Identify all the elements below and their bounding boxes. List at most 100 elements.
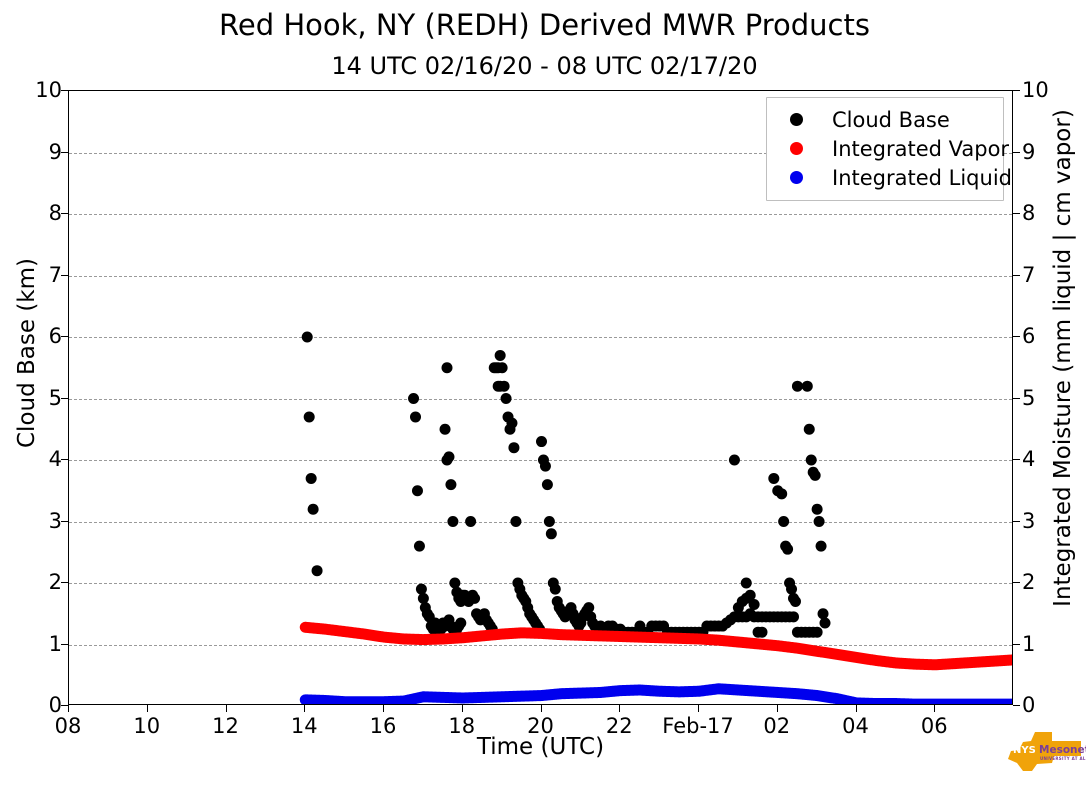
data-point — [415, 583, 427, 595]
data-point — [307, 503, 319, 515]
y-tick-label-left-0: 0 — [48, 693, 62, 717]
data-point — [411, 485, 423, 497]
gridline-y-2 — [69, 583, 1012, 584]
y-tick-label-left-5: 5 — [48, 385, 62, 410]
data-point — [543, 516, 555, 527]
data-point — [789, 595, 801, 607]
x-tick-label-20: 20 — [527, 714, 554, 738]
x-tick-label-04: 04 — [842, 714, 869, 738]
x-tick-mark-12 — [225, 705, 227, 712]
logo-nys-text: NYS — [1013, 745, 1036, 756]
x-tick-mark-16 — [383, 705, 384, 712]
y-tick-label-left-10: 10 — [35, 78, 62, 102]
y-tick-mark-right-2 — [1013, 582, 1020, 583]
y-tick-mark-right-5 — [1013, 397, 1020, 399]
x-tick-mark-04 — [855, 705, 857, 712]
data-layer — [299, 331, 1012, 704]
data-point — [809, 469, 821, 481]
x-tick-mark-10 — [146, 705, 148, 712]
series-integrated-vapor — [299, 621, 1012, 671]
gridline-y-7 — [69, 275, 1012, 277]
data-point — [536, 436, 547, 448]
y-tick-mark-right-0 — [1013, 705, 1020, 706]
y-tick-mark-left-2 — [61, 582, 68, 583]
data-point — [508, 442, 520, 454]
legend-item-cloud-base[interactable]: Cloud Base — [777, 105, 993, 134]
series-cloud-base — [301, 331, 831, 638]
gridline-y-6 — [69, 337, 1012, 338]
y-tick-mark-right-9 — [1013, 151, 1020, 153]
x-tick-mark-20 — [540, 705, 542, 712]
legend-label-integrated-liquid: Integrated Liquid — [832, 165, 1012, 190]
x-tick-mark-Feb-17 — [698, 705, 699, 712]
data-point — [815, 540, 827, 552]
y-tick-label-left-3: 3 — [48, 508, 62, 533]
data-point — [756, 626, 768, 638]
data-point — [301, 331, 313, 343]
y-tick-label-right-10: 10 — [1022, 78, 1049, 102]
y-tick-label-right-4: 4 — [1022, 447, 1036, 471]
legend-marker-integrated-liquid — [790, 171, 803, 184]
x-tick-label-02: 02 — [763, 714, 791, 738]
nys-mesonet-logo: NYS Mesonet UNIVERSITY AT ALBANY — [1006, 730, 1089, 776]
data-point — [410, 411, 421, 423]
legend-label-cloud-base: Cloud Base — [832, 107, 950, 132]
x-tick-mark-06 — [934, 705, 936, 712]
x-tick-mark-18 — [461, 705, 463, 712]
y-tick-mark-right-1 — [1013, 643, 1020, 645]
data-point — [465, 516, 477, 527]
data-point — [408, 393, 420, 404]
data-point — [788, 611, 799, 623]
y-tick-label-right-0: 0 — [1022, 693, 1036, 717]
data-point — [545, 528, 557, 540]
series-trace — [299, 621, 1012, 671]
data-point — [786, 583, 798, 595]
y-tick-mark-left-8 — [61, 213, 68, 214]
x-tick-label-12: 12 — [212, 714, 239, 738]
data-point — [744, 589, 756, 601]
nys-mesonet-logo-svg: NYS Mesonet UNIVERSITY AT ALBANY — [1008, 732, 1089, 771]
y-tick-mark-left-5 — [61, 397, 68, 399]
data-point — [311, 565, 323, 577]
data-point — [469, 592, 481, 604]
legend-item-integrated-vapor[interactable]: Integrated Vapor — [777, 134, 1009, 163]
data-point — [805, 454, 817, 466]
y-tick-mark-right-7 — [1013, 274, 1020, 276]
new-york-state-shape — [1008, 732, 1081, 771]
x-tick-label-08: 08 — [54, 714, 82, 738]
y-tick-label-right-2: 2 — [1022, 570, 1036, 594]
y-tick-mark-right-3 — [1013, 520, 1020, 522]
y-tick-mark-left-7 — [61, 274, 68, 276]
y-tick-mark-left-9 — [61, 151, 68, 153]
data-point — [455, 617, 467, 629]
data-point — [728, 454, 740, 466]
data-point — [768, 472, 780, 484]
y-tick-label-left-7: 7 — [48, 262, 62, 287]
x-tick-mark-08 — [68, 705, 69, 712]
x-tick-label-06: 06 — [920, 714, 948, 738]
data-point — [441, 362, 453, 374]
legend-label-integrated-vapor: Integrated Vapor — [832, 136, 1010, 161]
y-tick-mark-left-0 — [61, 705, 68, 706]
y-tick-mark-right-6 — [1013, 336, 1020, 337]
x-tick-mark-22 — [619, 705, 621, 712]
y-tick-mark-right-10 — [1013, 90, 1020, 91]
legend: Cloud Base Integrated Vapor Integrated L… — [766, 97, 1012, 201]
y-tick-mark-right-4 — [1013, 459, 1020, 460]
data-point — [549, 583, 561, 595]
data-point — [506, 417, 518, 429]
data-point — [811, 626, 823, 638]
data-point — [817, 608, 829, 620]
y-tick-label-right-3: 3 — [1022, 508, 1036, 533]
y-tick-label-right-6: 6 — [1022, 324, 1036, 348]
legend-item-integrated-liquid[interactable]: Integrated Liquid — [777, 163, 1012, 192]
x-tick-label-16: 16 — [369, 714, 397, 738]
data-point — [439, 423, 451, 435]
y-tick-mark-left-4 — [61, 459, 68, 460]
x-axis-label: Time (UTC) — [476, 734, 605, 760]
x-tick-label-22: 22 — [605, 714, 633, 738]
data-point — [413, 540, 425, 552]
data-point — [447, 516, 459, 527]
data-point — [449, 577, 461, 589]
